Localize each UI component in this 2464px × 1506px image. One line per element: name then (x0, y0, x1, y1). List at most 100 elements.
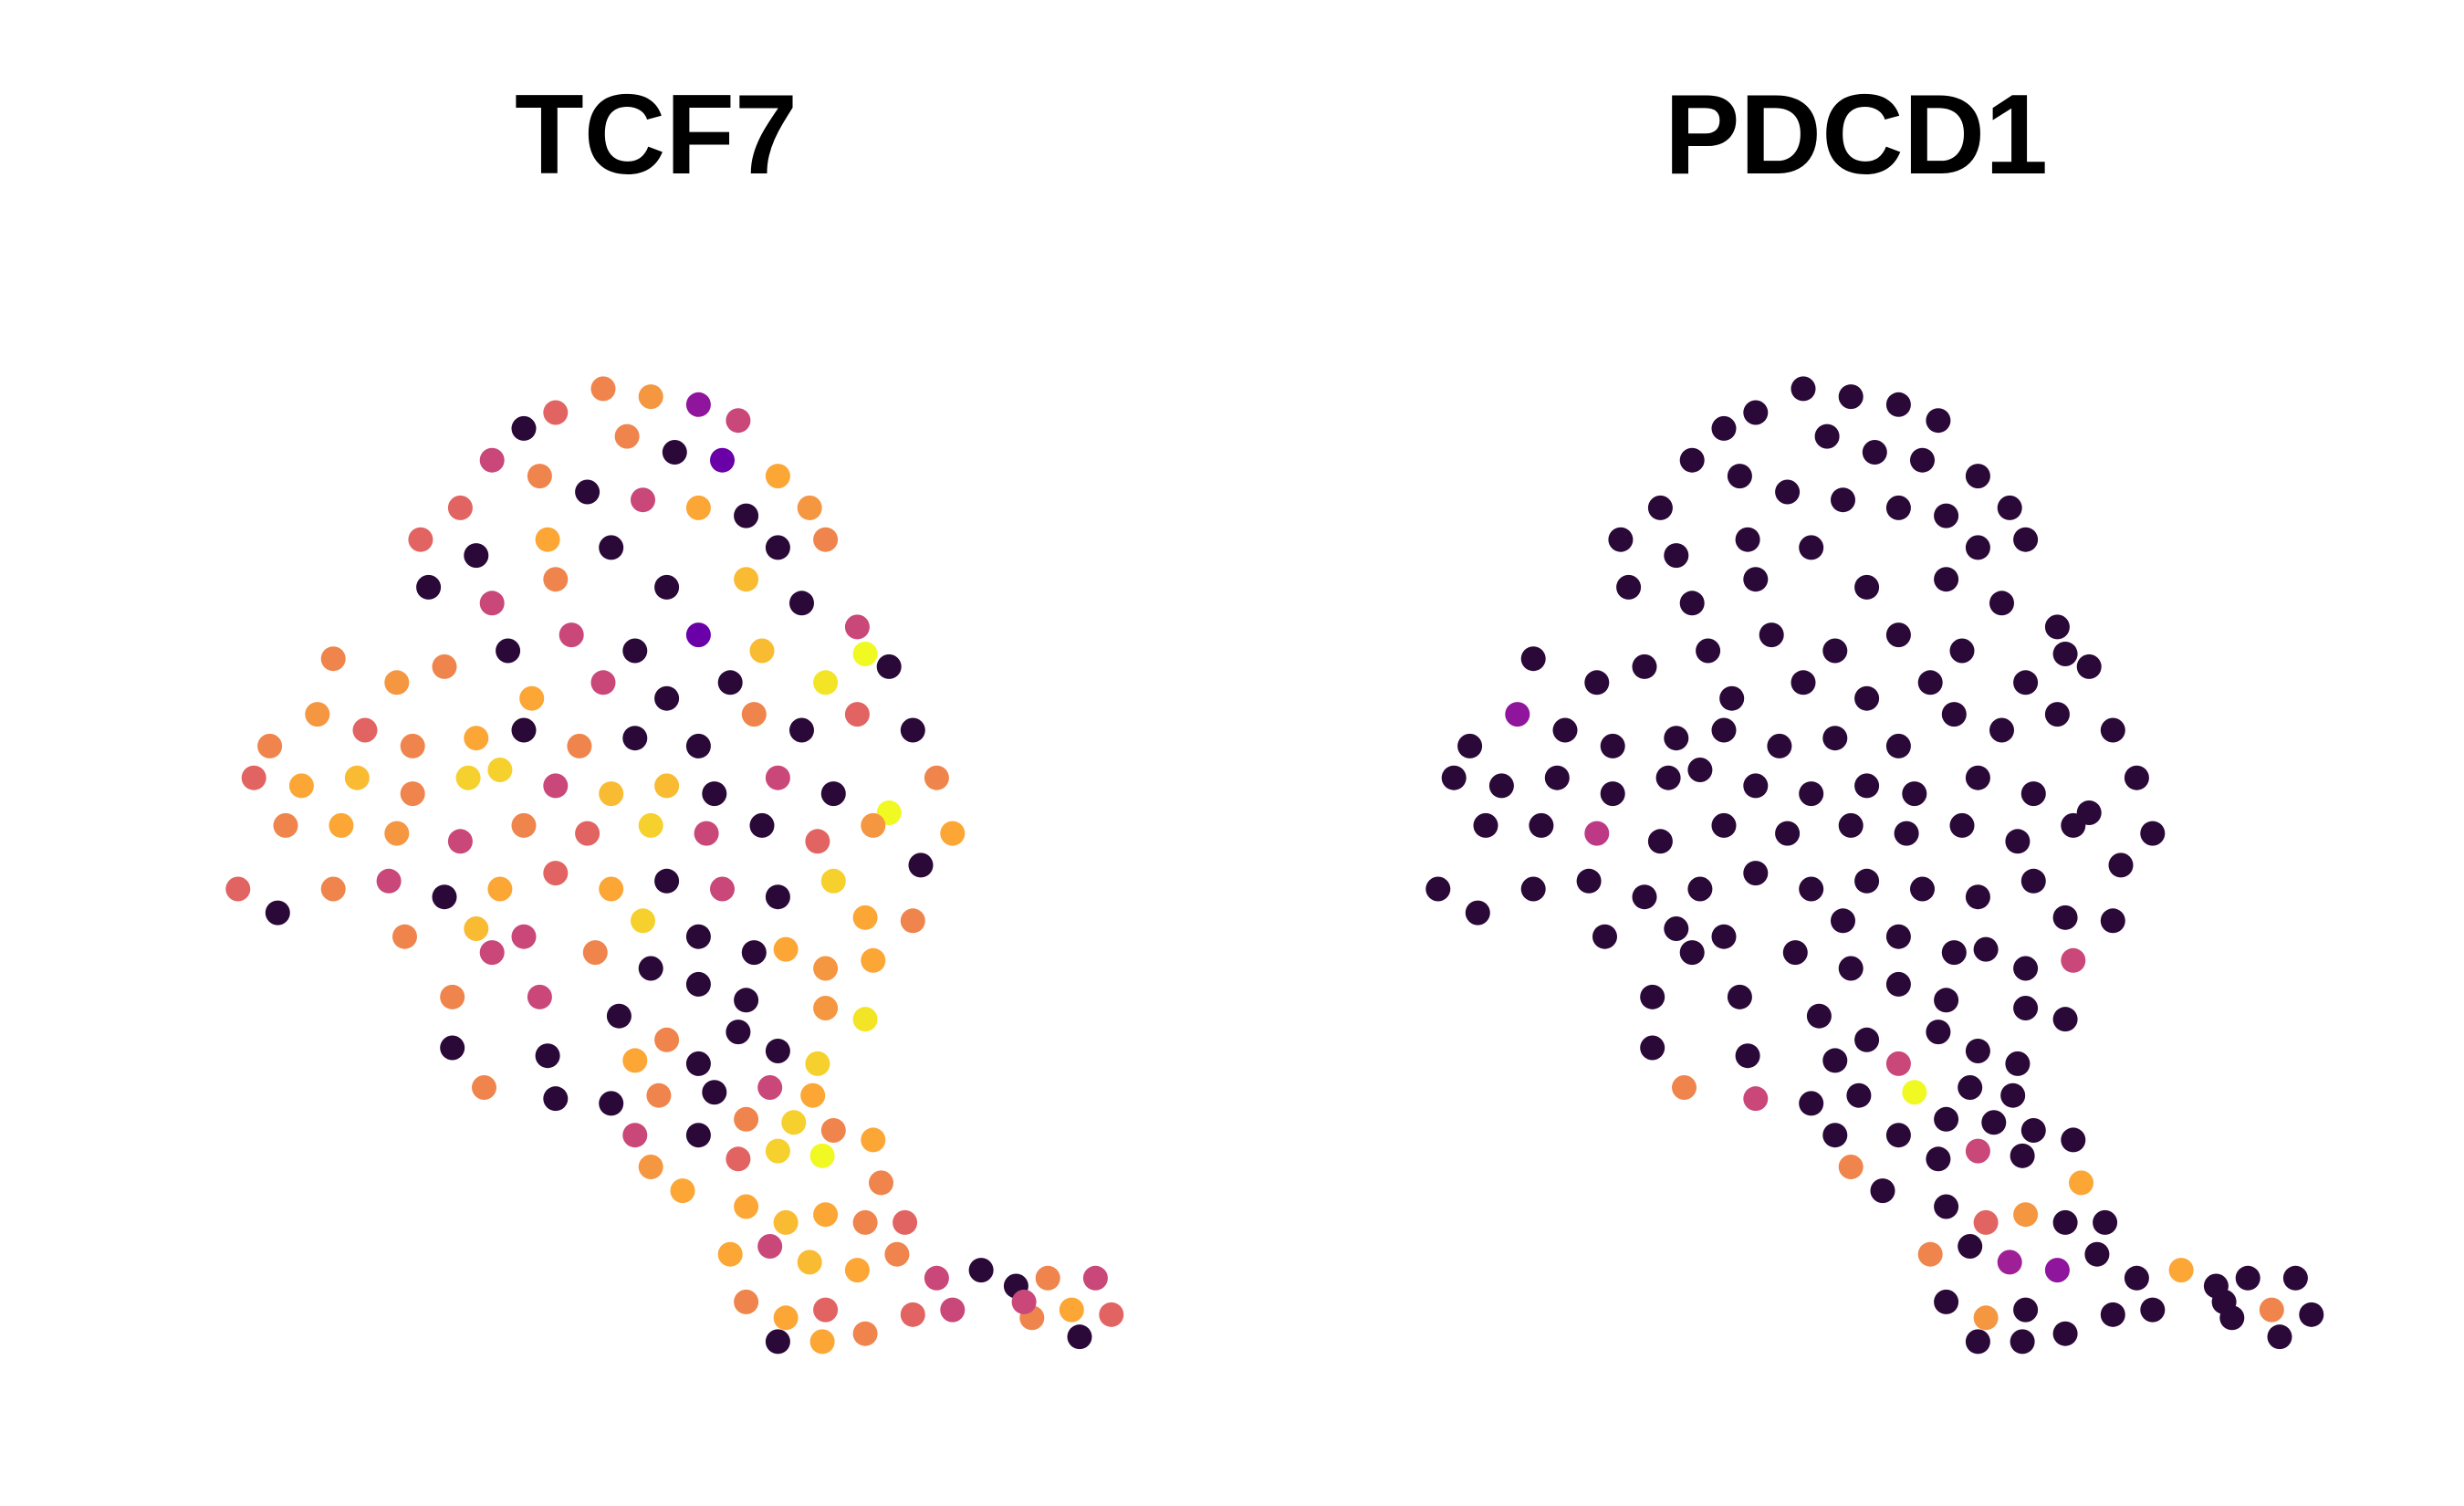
cell-point (797, 1250, 822, 1275)
cell-point (2100, 908, 2125, 934)
cell-point (543, 1086, 569, 1112)
cell-point (1917, 1241, 1943, 1267)
cell-point (1441, 765, 1467, 790)
cell-point (527, 984, 552, 1009)
cell-point (1934, 567, 1959, 592)
cell-point (1854, 574, 1880, 600)
cell-point (1640, 984, 1665, 1009)
cell-point (900, 908, 925, 934)
cell-point (1719, 685, 1745, 711)
cell-point (1067, 1324, 1092, 1350)
cell-point (1679, 447, 1705, 473)
cell-point (1997, 1250, 2022, 1275)
cell-point (726, 408, 751, 434)
cell-point (1727, 464, 1752, 489)
cell-point (1735, 527, 1760, 552)
cell-point (685, 1123, 711, 1148)
cell-point (1672, 1075, 1697, 1100)
cell-point (447, 495, 473, 520)
cell-point (2259, 1297, 2284, 1323)
cell-point (685, 924, 711, 949)
cell-point (726, 1146, 751, 1172)
cell-point (789, 717, 814, 743)
cell-point (1743, 773, 1769, 799)
cell-point (734, 503, 759, 528)
cell-point (288, 773, 314, 799)
cell-point (1767, 733, 1792, 758)
cell-point (1854, 773, 1880, 799)
cell-point (527, 464, 552, 489)
cell-point (1885, 924, 1911, 949)
cell-point (400, 781, 425, 807)
cell-point (820, 1117, 846, 1143)
cell-point (511, 717, 537, 743)
cell-point (2211, 1289, 2237, 1314)
cell-point (2052, 1209, 2078, 1235)
cell-point (2140, 821, 2166, 846)
cell-point (765, 1138, 790, 1164)
cell-point (2020, 868, 2046, 894)
cell-point (1743, 567, 1769, 592)
cell-point (1664, 543, 1689, 569)
cell-point (1727, 984, 1752, 1009)
cell-point (852, 1007, 878, 1032)
cell-point (543, 773, 569, 799)
cell-point (734, 988, 759, 1013)
cell-point (869, 1170, 893, 1196)
cell-point (2124, 765, 2149, 790)
cell-point (376, 868, 402, 894)
cell-point (710, 876, 735, 902)
cell-point (384, 821, 410, 846)
cell-point (1799, 876, 1824, 902)
cell-point (1488, 773, 1514, 799)
cell-point (765, 1038, 790, 1063)
cell-point (1885, 622, 1911, 648)
cell-point (559, 622, 584, 648)
cell-point (765, 765, 790, 790)
cell-point (789, 591, 814, 616)
points (1425, 376, 2324, 1354)
cell-point (1552, 717, 1578, 743)
cell-point (800, 1082, 826, 1108)
cell-point (1775, 821, 1801, 846)
cell-point (432, 654, 457, 679)
cell-point (813, 956, 839, 981)
cell-point (1822, 726, 1848, 751)
cell-point (1600, 733, 1625, 758)
cell-point (765, 884, 790, 910)
cell-point (1941, 702, 1967, 727)
cell-point (685, 971, 711, 997)
cell-point (1854, 685, 1880, 711)
cell-point (1926, 408, 1951, 434)
cell-point (543, 567, 569, 592)
cell-point (670, 1178, 695, 1204)
cell-point (749, 638, 775, 664)
cell-point (1934, 1289, 1959, 1314)
cell-point (1576, 868, 1602, 894)
cell-point (599, 535, 624, 560)
cell-point (773, 1305, 799, 1331)
cell-point (1711, 924, 1737, 949)
cell-point (1831, 487, 1855, 513)
cell-point (455, 765, 481, 790)
cell-point (884, 1241, 910, 1267)
cell-point (1473, 812, 1498, 838)
cell-point (1529, 812, 1554, 838)
cell-point (1791, 376, 1816, 402)
cell-point (464, 726, 489, 751)
cell-point (809, 1329, 835, 1354)
cell-point (813, 996, 839, 1020)
cell-point (1799, 535, 1824, 560)
cell-point (685, 622, 711, 648)
panel-title: PDCD1 (1665, 72, 2048, 198)
cell-point (1965, 1329, 1990, 1354)
cell-point (710, 447, 735, 473)
cell-point (1902, 781, 1927, 807)
cell-point (1544, 765, 1570, 790)
cell-point (567, 733, 592, 758)
cell-point (685, 1051, 711, 1076)
cell-point (590, 376, 616, 402)
cell-point (1035, 1265, 1060, 1291)
cell-point (1838, 1155, 1864, 1179)
cell-point (852, 641, 878, 666)
